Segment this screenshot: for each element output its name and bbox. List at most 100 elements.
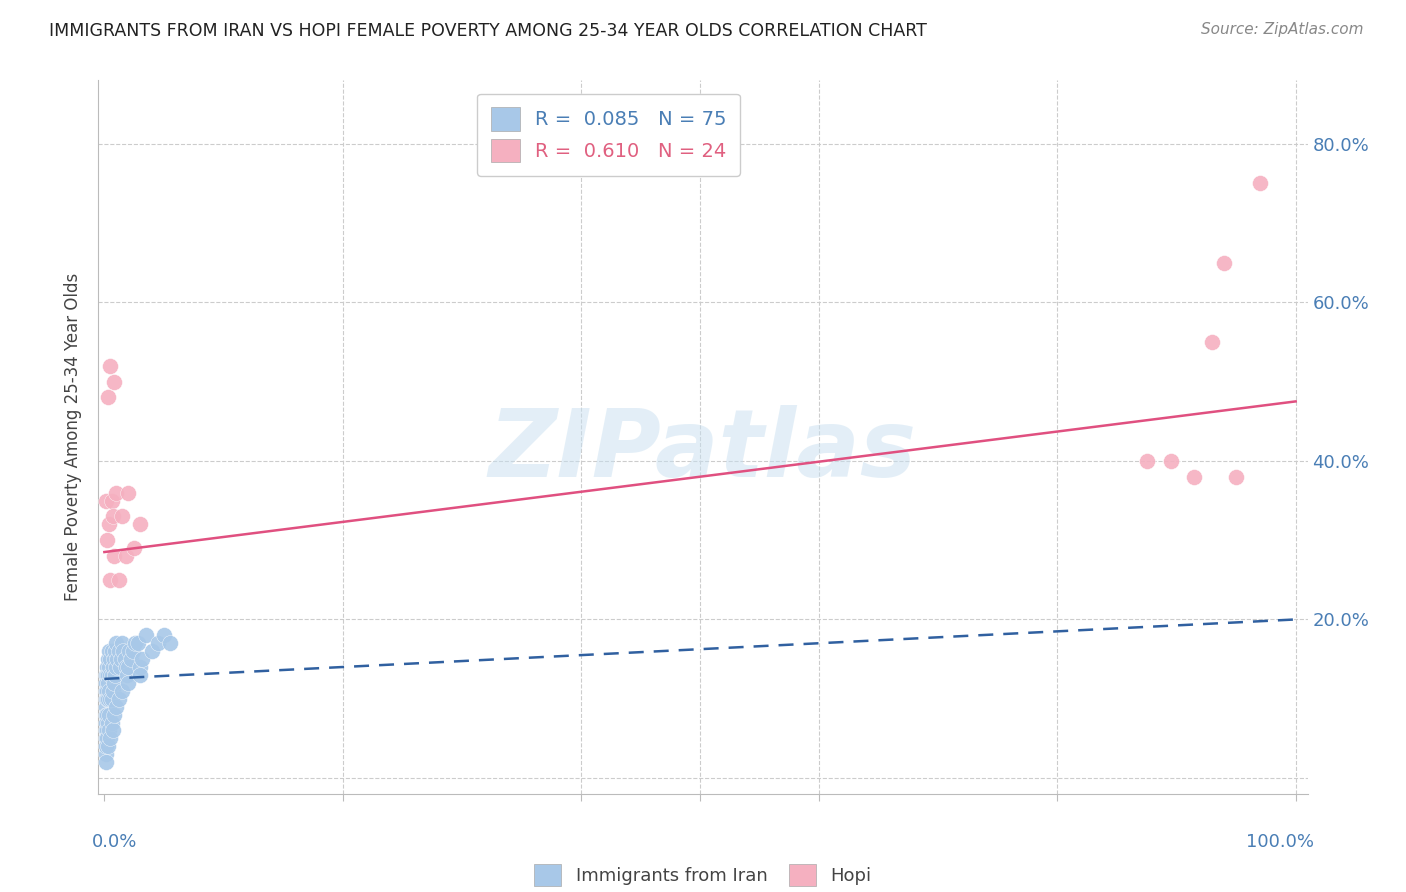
Point xyxy=(1213,255,1236,269)
Point xyxy=(98,691,121,706)
Point xyxy=(98,723,121,738)
Point xyxy=(114,652,136,666)
Point xyxy=(98,668,121,682)
Point xyxy=(98,517,121,532)
Point xyxy=(159,636,181,650)
Point xyxy=(129,517,152,532)
Text: Source: ZipAtlas.com: Source: ZipAtlas.com xyxy=(1201,22,1364,37)
Point xyxy=(124,636,146,650)
Point xyxy=(111,636,134,650)
Point xyxy=(97,652,120,666)
Point xyxy=(104,644,127,658)
Point xyxy=(103,707,125,722)
Point xyxy=(94,676,117,690)
Point xyxy=(1160,454,1182,468)
Point xyxy=(105,699,128,714)
Point xyxy=(1201,334,1223,349)
Point xyxy=(96,691,118,706)
Point xyxy=(120,652,142,666)
Point xyxy=(98,359,121,373)
Point xyxy=(114,549,136,563)
Point xyxy=(97,691,120,706)
Point xyxy=(96,707,118,722)
Point xyxy=(94,707,117,722)
Point xyxy=(94,723,117,738)
Point xyxy=(1225,469,1247,483)
Point xyxy=(98,652,121,666)
Point xyxy=(103,652,125,666)
Point xyxy=(1249,177,1271,191)
Point xyxy=(127,636,149,650)
Point xyxy=(97,739,120,754)
Text: 0.0%: 0.0% xyxy=(93,833,138,851)
Point xyxy=(122,644,145,658)
Point xyxy=(100,715,122,730)
Point xyxy=(104,668,127,682)
Text: 100.0%: 100.0% xyxy=(1246,833,1313,851)
Point xyxy=(153,628,176,642)
Point xyxy=(112,644,135,658)
Point xyxy=(101,660,124,674)
Point xyxy=(100,644,122,658)
Point xyxy=(111,683,134,698)
Point xyxy=(98,644,121,658)
Point xyxy=(100,493,122,508)
Point xyxy=(103,549,125,563)
Point xyxy=(100,668,122,682)
Y-axis label: Female Poverty Among 25-34 Year Olds: Female Poverty Among 25-34 Year Olds xyxy=(65,273,83,601)
Point xyxy=(131,652,153,666)
Point xyxy=(110,652,132,666)
Point xyxy=(122,541,145,555)
Point xyxy=(100,691,122,706)
Point xyxy=(146,636,169,650)
Point xyxy=(117,485,139,500)
Point xyxy=(135,628,157,642)
Point xyxy=(129,668,152,682)
Point xyxy=(94,755,117,769)
Point xyxy=(107,644,129,658)
Point xyxy=(98,683,121,698)
Text: ZIPatlas: ZIPatlas xyxy=(489,405,917,498)
Point xyxy=(94,699,117,714)
Point xyxy=(114,660,136,674)
Text: IMMIGRANTS FROM IRAN VS HOPI FEMALE POVERTY AMONG 25-34 YEAR OLDS CORRELATION CH: IMMIGRANTS FROM IRAN VS HOPI FEMALE POVE… xyxy=(49,22,927,40)
Point xyxy=(101,723,124,738)
Point xyxy=(118,644,141,658)
Point xyxy=(94,668,117,682)
Point xyxy=(94,739,117,754)
Point xyxy=(141,644,163,658)
Legend: Immigrants from Iran, Hopi: Immigrants from Iran, Hopi xyxy=(527,856,879,892)
Point xyxy=(97,391,120,405)
Point xyxy=(107,691,129,706)
Point xyxy=(105,660,128,674)
Point xyxy=(108,660,131,674)
Point xyxy=(111,509,134,524)
Point xyxy=(94,715,117,730)
Point xyxy=(97,715,120,730)
Point xyxy=(105,636,128,650)
Point xyxy=(94,731,117,746)
Point xyxy=(103,375,125,389)
Point xyxy=(94,747,117,762)
Point xyxy=(129,660,152,674)
Point xyxy=(96,668,118,682)
Point xyxy=(96,723,118,738)
Point xyxy=(115,668,138,682)
Point xyxy=(107,652,129,666)
Point xyxy=(94,493,117,508)
Point xyxy=(98,573,121,587)
Point xyxy=(1136,454,1159,468)
Point xyxy=(97,676,120,690)
Point xyxy=(103,676,125,690)
Point xyxy=(96,660,118,674)
Point xyxy=(101,509,124,524)
Point xyxy=(105,485,128,500)
Point xyxy=(107,573,129,587)
Point xyxy=(117,676,139,690)
Point xyxy=(96,683,118,698)
Point xyxy=(96,533,118,548)
Point xyxy=(94,683,117,698)
Point xyxy=(97,668,120,682)
Point xyxy=(96,731,118,746)
Point xyxy=(1184,469,1206,483)
